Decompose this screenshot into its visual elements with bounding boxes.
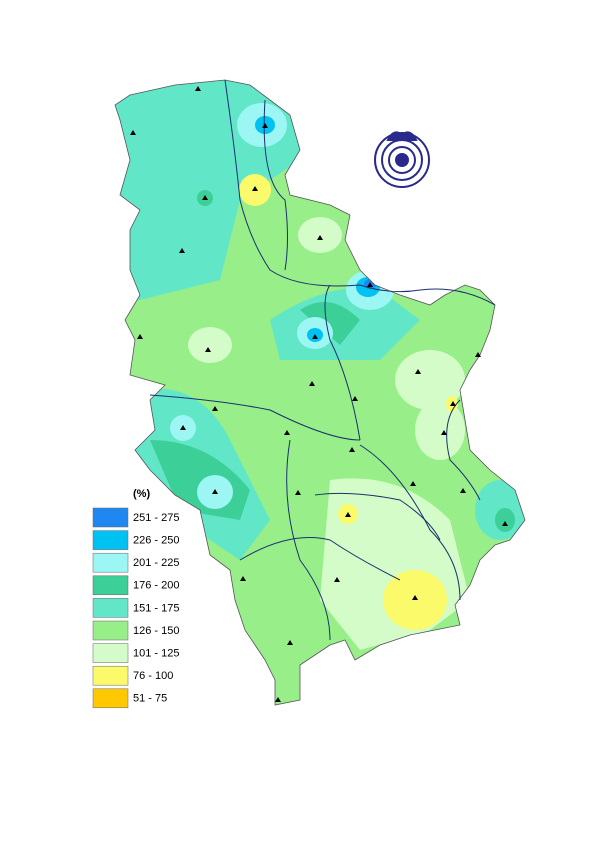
legend-swatch: [92, 643, 129, 663]
map-fill: [115, 80, 525, 705]
legend-label: 226 - 250: [133, 535, 179, 547]
legend-label: 201 - 225: [133, 557, 179, 569]
legend-swatch: [92, 665, 129, 686]
legend-swatch: [92, 688, 129, 709]
rivers: [149, 79, 496, 641]
legend-label: 176 - 200: [133, 580, 179, 592]
legend-label: 251 - 275: [133, 512, 179, 524]
legend-title: (%): [133, 488, 150, 500]
legend-label: 51 - 75: [133, 693, 167, 705]
legend-swatch: [92, 598, 129, 618]
legend-swatch: [92, 552, 129, 573]
legend-swatch: [92, 575, 129, 596]
legend-label: 76 - 100: [133, 670, 173, 682]
legend-swatch: [92, 620, 129, 641]
legend-label: 101 - 125: [133, 648, 179, 660]
legend-swatch: [92, 530, 129, 550]
legend: 251 - 275 226 - 250 201 - 225 176 - 200 151 …: [92, 507, 179, 709]
legend-label: 151 - 175: [133, 602, 179, 614]
legend-label: 126 - 150: [133, 625, 179, 637]
logo: [374, 131, 430, 188]
legend-swatch: [92, 507, 129, 528]
